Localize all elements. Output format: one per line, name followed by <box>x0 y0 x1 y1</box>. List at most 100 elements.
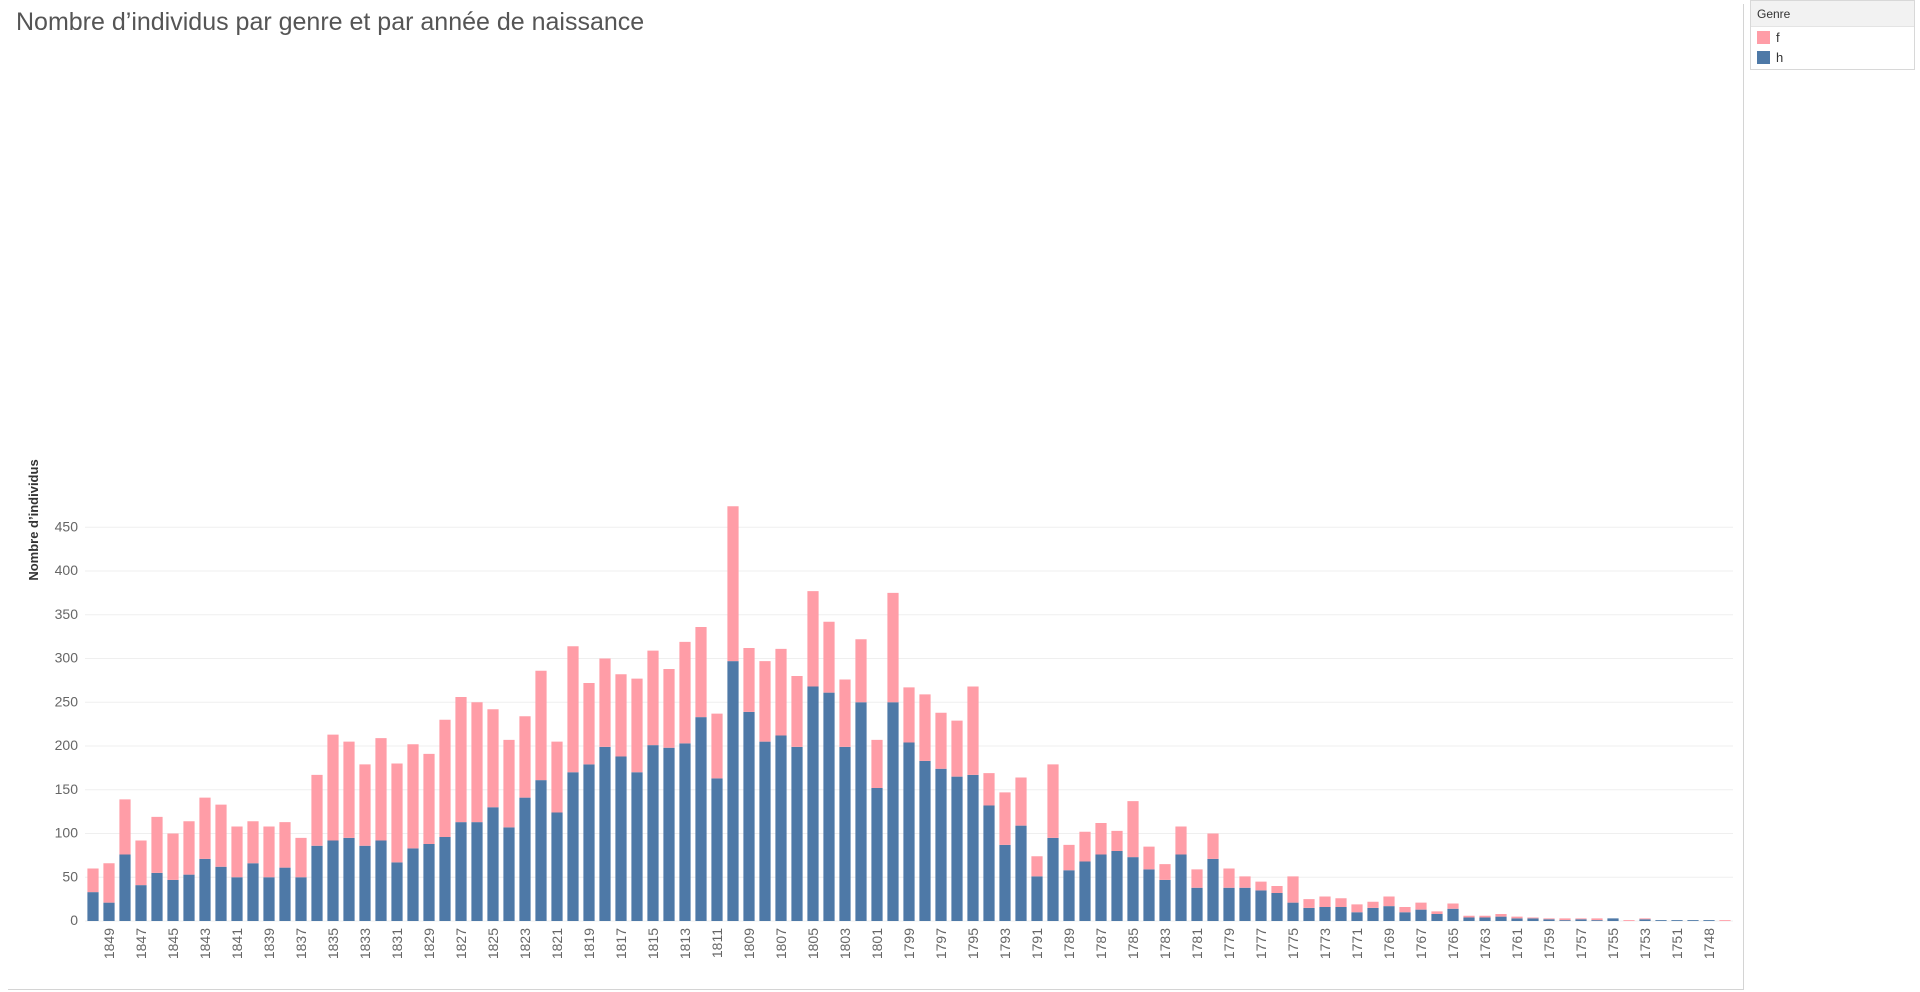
bar-f-1767 <box>1415 902 1427 910</box>
x-tick-label: 1791 <box>1029 928 1045 959</box>
y-tick-label: 50 <box>62 868 78 884</box>
bar-f-1842 <box>215 804 227 867</box>
x-tick-label: 1845 <box>165 928 181 959</box>
x-tick-label: 1753 <box>1637 928 1653 959</box>
bar-h-1817 <box>615 756 627 921</box>
bar-f-1776 <box>1271 886 1283 893</box>
bar-f-1754 <box>1623 920 1635 921</box>
bar-f-1813 <box>679 641 691 744</box>
legend[interactable]: Genre f h <box>1750 0 1915 70</box>
legend-item-h[interactable]: h <box>1751 47 1914 67</box>
x-tick-label: 1789 <box>1061 928 1077 959</box>
bar-f-1783 <box>1159 864 1171 880</box>
bar-f-1848 <box>119 799 131 855</box>
x-tick-label: 1817 <box>613 928 629 959</box>
bar-f-1765 <box>1447 903 1459 909</box>
bar-h-1814 <box>663 747 675 921</box>
bar-f-1840 <box>247 821 259 864</box>
bar-h-1778 <box>1239 887 1251 921</box>
bar-f-1839 <box>263 826 275 878</box>
bar-f-1763 <box>1479 915 1491 918</box>
bar-f-1777 <box>1255 881 1267 891</box>
bar-h-1776 <box>1271 893 1283 921</box>
bar-f-1817 <box>615 674 627 757</box>
x-tick-label: 1775 <box>1285 928 1301 959</box>
bar-f-1770 <box>1367 901 1379 908</box>
bar-f-1841 <box>231 826 243 878</box>
bar-f-1820 <box>567 646 579 773</box>
bar-f-1761 <box>1511 916 1523 919</box>
bar-f-1791 <box>1031 856 1043 877</box>
bar-h-1849 <box>103 902 115 921</box>
bar-h-1802 <box>855 702 867 921</box>
bar-f-1778 <box>1239 876 1251 888</box>
bar-h-1783 <box>1159 879 1171 921</box>
bar-h-1804 <box>823 692 835 921</box>
x-axis-ticks: 1849 1847 1845 1843 1841 1839 1837 1835 1833 1831… <box>101 928 1717 959</box>
legend-item-f[interactable]: f <box>1751 27 1914 47</box>
bar-h-1795 <box>967 774 979 921</box>
bar-f-1837 <box>295 837 307 878</box>
bar-f-1825 <box>487 709 499 808</box>
bar-h-1801 <box>871 788 883 921</box>
bar-h-1769 <box>1383 906 1395 921</box>
bar-h-1748 <box>1703 920 1715 921</box>
bar-h-1789 <box>1063 870 1075 921</box>
bar-h-1772 <box>1335 907 1347 921</box>
y-tick-label: 350 <box>55 606 79 622</box>
bar-f-1756 <box>1591 918 1603 921</box>
bar-h-1766 <box>1431 914 1443 921</box>
x-tick-label: 1793 <box>997 928 1013 959</box>
bar-h-1760 <box>1527 918 1539 921</box>
bar-h-1773 <box>1319 907 1331 921</box>
bar-h-1753 <box>1639 919 1651 921</box>
bar-h-1823 <box>519 797 531 921</box>
x-tick-label: 1783 <box>1157 928 1173 959</box>
y-tick-label: 400 <box>55 562 79 578</box>
chart-area: 0 50 100 150 200 250 300 350 400 450 1849 1847 1845… <box>26 459 1733 959</box>
bar-f-1828 <box>439 719 451 837</box>
bar-h-1816 <box>631 772 643 921</box>
bar-h-1784 <box>1143 869 1155 921</box>
bar-h-1813 <box>679 743 691 921</box>
x-tick-label: 1835 <box>325 928 341 959</box>
bar-h-1850 <box>87 892 99 921</box>
bar-h-1788 <box>1079 861 1091 921</box>
bar-f-1774 <box>1303 899 1315 908</box>
x-tick-label: 1809 <box>741 928 757 959</box>
bar-h-1837 <box>295 877 307 921</box>
x-tick-label: 1799 <box>901 928 917 959</box>
bar-h-1846 <box>151 872 163 921</box>
x-tick-label: 1757 <box>1573 928 1589 959</box>
bar-h-1787 <box>1095 854 1107 921</box>
x-tick-label: 1847 <box>133 928 149 959</box>
x-tick-label: 1825 <box>485 928 501 959</box>
x-tick-label: 1773 <box>1317 928 1333 959</box>
legend-swatch-h <box>1757 50 1770 64</box>
bar-f-1814 <box>663 669 675 748</box>
bar-f-1804 <box>823 621 835 693</box>
bar-f-1802 <box>855 639 867 703</box>
x-tick-label: 1813 <box>677 928 693 959</box>
bar-h-1765 <box>1447 908 1459 921</box>
bar-f-1764 <box>1463 915 1475 918</box>
bar-f-1836 <box>311 774 323 846</box>
x-tick-label: 1767 <box>1413 928 1429 959</box>
bar-h-1764 <box>1463 917 1475 921</box>
bar-h-1782 <box>1175 854 1187 921</box>
bar-h-1799 <box>903 742 915 921</box>
bar-h-1777 <box>1255 890 1267 921</box>
x-tick-label: 1803 <box>837 928 853 959</box>
bar-f-1773 <box>1319 896 1331 907</box>
bar-f-1850 <box>87 868 99 893</box>
bar-f-1808 <box>759 661 771 742</box>
y-tick-label: 200 <box>55 737 79 753</box>
bar-h-1826 <box>471 822 483 921</box>
bar-f-1806 <box>791 676 803 747</box>
bar-f-1779 <box>1223 868 1235 888</box>
legend-swatch-f <box>1757 30 1770 44</box>
x-tick-label: 1837 <box>293 928 309 959</box>
bar-f-1785 <box>1127 801 1139 858</box>
bar-h-1821 <box>551 812 563 921</box>
x-tick-label: 1827 <box>453 928 469 959</box>
